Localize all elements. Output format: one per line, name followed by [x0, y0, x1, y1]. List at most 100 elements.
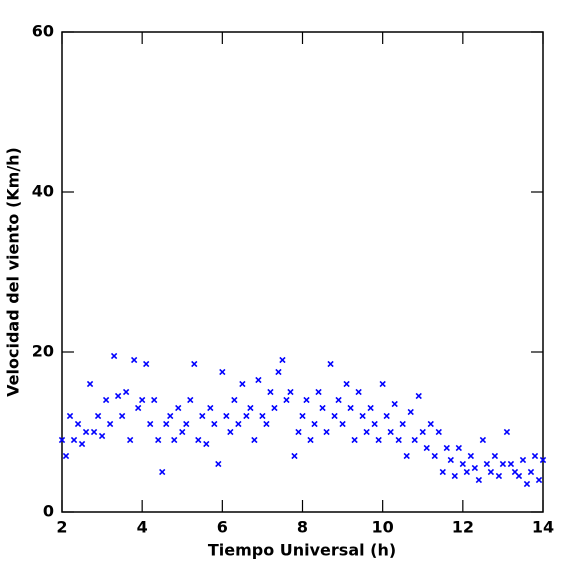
point: [491, 452, 499, 460]
point: [247, 404, 254, 412]
point: [126, 436, 134, 444]
point: [539, 456, 547, 464]
point: [527, 468, 535, 476]
point: [463, 468, 471, 476]
point: [479, 436, 487, 444]
point: [86, 380, 94, 388]
point: [443, 444, 450, 452]
point: [295, 428, 302, 436]
point: [307, 436, 314, 444]
point: [515, 472, 523, 480]
point: [375, 436, 382, 444]
point: [407, 408, 414, 416]
point: [151, 396, 158, 404]
x-axis-label: Tiempo Universal (h): [208, 541, 396, 560]
point: [319, 404, 326, 412]
point: [183, 420, 190, 428]
point: [331, 412, 338, 420]
y-tick-label: 40: [32, 182, 54, 201]
point: [263, 420, 270, 428]
point: [411, 436, 418, 444]
point: [122, 388, 130, 396]
point: [403, 452, 410, 460]
x-tick-label: 8: [297, 518, 308, 537]
point: [98, 432, 106, 440]
point: [259, 412, 266, 420]
point: [110, 352, 118, 360]
point: [391, 400, 398, 408]
point: [66, 412, 74, 420]
point: [102, 396, 110, 404]
point: [519, 456, 527, 464]
point: [143, 360, 150, 368]
point: [235, 420, 242, 428]
point: [475, 476, 483, 484]
point: [383, 412, 390, 420]
point: [74, 420, 82, 428]
point: [118, 412, 126, 420]
point: [435, 428, 442, 436]
point: [471, 464, 479, 472]
point: [175, 404, 182, 412]
point: [371, 420, 378, 428]
point: [58, 436, 66, 444]
point: [495, 472, 503, 480]
point: [283, 396, 290, 404]
point: [155, 436, 162, 444]
point: [239, 380, 246, 388]
point: [279, 356, 286, 364]
point: [114, 392, 122, 400]
point: [439, 468, 446, 476]
point: [231, 396, 238, 404]
point: [467, 452, 475, 460]
point: [315, 388, 322, 396]
point: [243, 412, 250, 420]
point: [367, 404, 374, 412]
point: [147, 420, 154, 428]
x-tick-label: 14: [532, 518, 554, 537]
point: [459, 460, 466, 468]
point: [223, 412, 230, 420]
point: [355, 388, 362, 396]
x-tick-label: 10: [372, 518, 394, 537]
point: [395, 436, 402, 444]
point: [363, 428, 370, 436]
point: [139, 396, 146, 404]
point: [191, 360, 198, 368]
point: [483, 460, 491, 468]
point: [415, 392, 422, 400]
y-tick-label: 20: [32, 342, 54, 361]
point: [195, 436, 202, 444]
point: [499, 460, 507, 468]
point: [163, 420, 170, 428]
point: [251, 436, 258, 444]
point: [379, 380, 386, 388]
point: [347, 404, 354, 412]
point: [303, 396, 310, 404]
y-tick-label: 0: [43, 502, 54, 521]
point: [70, 436, 78, 444]
point: [215, 460, 222, 468]
point: [343, 380, 350, 388]
point: [387, 428, 394, 436]
point: [451, 472, 458, 480]
point: [199, 412, 206, 420]
y-axis-label: Velocidad del viento (Km/h): [4, 147, 23, 397]
point: [503, 428, 511, 436]
point: [90, 428, 98, 436]
point: [291, 452, 298, 460]
point: [535, 476, 543, 484]
point: [227, 428, 234, 436]
point: [523, 480, 531, 488]
point: [311, 420, 318, 428]
point: [335, 396, 342, 404]
point: [323, 428, 330, 436]
point: [167, 412, 174, 420]
x-tick-label: 4: [137, 518, 148, 537]
point: [351, 436, 358, 444]
point: [179, 428, 186, 436]
point: [507, 460, 515, 468]
x-tick-label: 12: [452, 518, 474, 537]
point: [134, 404, 142, 412]
point: [94, 412, 102, 420]
